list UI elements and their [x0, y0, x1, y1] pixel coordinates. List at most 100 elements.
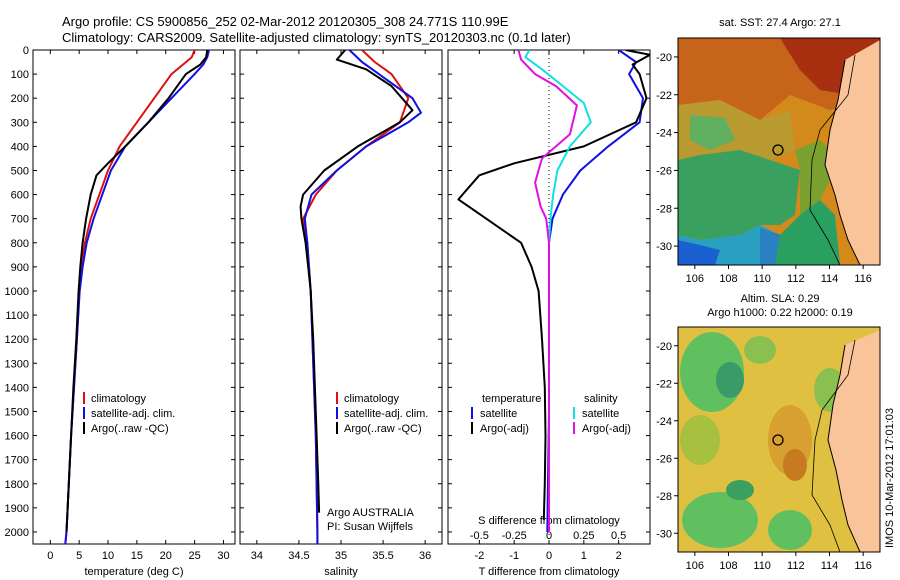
x-tick-label: 2: [616, 550, 622, 562]
map-y-tick-label: -26: [656, 453, 672, 465]
salinity-x-label: salinity: [324, 566, 358, 578]
x-tick-label: -1: [509, 550, 519, 562]
map-x-tick-label: 116: [854, 273, 872, 285]
depth-tick-label: 1000: [5, 286, 29, 298]
salinity-legend: climatology satellite-adj. clim. Argo(..…: [336, 392, 428, 435]
sla-map-ticks: -20 -22 -24 -26 -28 -30 106 108 110 112 114 116: [656, 341, 872, 572]
legend-satellite: satellite-adj. clim.: [344, 408, 428, 420]
argo-float-marker: [772, 434, 784, 446]
x-tick-label: 25: [188, 550, 200, 562]
legend-s-argo: Argo(-adj): [582, 423, 631, 435]
depth-axis: 0 100 200 300 400 500 600 700 800 900 1000 1100 1200…: [5, 45, 650, 539]
map-y-tick-label: -28: [656, 491, 672, 503]
s-diff-tick-label: 0: [546, 530, 552, 542]
depth-tick-label: 1400: [5, 382, 29, 394]
sst-map: [678, 38, 880, 265]
depth-tick-label: 1700: [5, 455, 29, 467]
depth-tick-label: 1600: [5, 431, 29, 443]
sla-map-subtitle: Argo h1000: 0.22 h2000: 0.19: [707, 307, 853, 319]
x-tick-label: 34.5: [288, 550, 309, 562]
depth-tick-label: 1300: [5, 358, 29, 370]
s-diff-tick-label: -0.5: [470, 530, 489, 542]
climatology-title: Climatology: CARS2009. Satellite-adjuste…: [62, 30, 571, 45]
legend-temperature-title: temperature: [482, 393, 541, 405]
argo-float-marker: [772, 144, 784, 156]
series-line-temperature-argo-adj-: [457, 50, 650, 520]
x-tick-label: 0: [546, 550, 552, 562]
temperature-lines: [64, 50, 210, 544]
depth-tick-label: 700: [11, 214, 29, 226]
t-difference-label: T difference from climatology: [479, 566, 620, 578]
depth-tick-label: 200: [11, 93, 29, 105]
legend-argo: Argo(..raw -QC): [91, 423, 169, 435]
x-tick-label: -2: [474, 550, 484, 562]
argo-program-note: Argo AUSTRALIA: [327, 507, 414, 519]
legend-argo: Argo(..raw -QC): [344, 423, 422, 435]
x-tick-label: 1: [581, 550, 587, 562]
depth-tick-label: 0: [23, 45, 29, 57]
x-tick-label: 0: [47, 550, 53, 562]
map-x-tick-label: 116: [854, 560, 872, 572]
salinity-lines: [299, 50, 422, 544]
map-x-tick-label: 112: [787, 560, 805, 572]
temperature-x-ticks: 0 5 10 15 20 25 30: [47, 50, 230, 562]
depth-tick-label: 600: [11, 190, 29, 202]
sla-map-title: Altim. SLA: 0.29: [741, 293, 820, 305]
map-x-tick-label: 108: [719, 273, 737, 285]
map-x-tick-label: 110: [753, 560, 771, 572]
series-line-argo-raw-qc-: [65, 50, 209, 533]
legend-salinity-title: salinity: [584, 393, 618, 405]
depth-tick-label: 2000: [5, 527, 29, 539]
depth-tick-label: 800: [11, 238, 29, 250]
pi-note: PI: Susan Wijffels: [327, 521, 413, 533]
depth-tick-label: 1900: [5, 503, 29, 515]
map-x-tick-label: 106: [686, 273, 704, 285]
s-diff-tick-label: -0.25: [502, 530, 527, 542]
x-tick-label: 35: [335, 550, 347, 562]
map-x-tick-label: 112: [787, 273, 805, 285]
x-tick-label: 10: [102, 550, 114, 562]
sst-map-title: sat. SST: 27.4 Argo: 27.1: [719, 17, 841, 29]
x-tick-label: 34: [251, 550, 263, 562]
temperature-x-label: temperature (deg C): [84, 566, 183, 578]
series-line-argo-raw-qc-: [299, 50, 414, 513]
x-tick-label: 15: [131, 550, 143, 562]
depth-tick-label: 1100: [5, 310, 29, 322]
depth-tick-label: 1500: [5, 406, 29, 418]
map-x-tick-label: 110: [753, 273, 771, 285]
map-x-tick-label: 114: [821, 560, 839, 572]
depth-tick-label: 1200: [5, 334, 29, 346]
depth-tick-label: 400: [11, 141, 29, 153]
map-y-tick-label: -20: [656, 52, 672, 64]
imos-timestamp: IMOS 10-Mar-2012 17:01:03: [884, 408, 896, 548]
depth-tick-label: 100: [11, 69, 29, 81]
difference-x-ticks: -2 -1 0 1 2 -0.5 -0.25 0 0.25 0.5: [470, 50, 626, 562]
legend-climatology: climatology: [91, 393, 147, 405]
map-y-tick-label: -24: [656, 416, 672, 428]
temperature-panel: [32, 49, 236, 545]
legend-satellite: satellite-adj. clim.: [91, 408, 175, 420]
temperature-legend: climatology satellite-adj. clim. Argo(..…: [83, 392, 175, 435]
map-y-tick-label: -28: [656, 203, 672, 215]
map-y-tick-label: -22: [656, 378, 672, 390]
s-diff-tick-label: 0.25: [573, 530, 594, 542]
depth-tick-label: 1800: [5, 479, 29, 491]
map-y-tick-label: -22: [656, 90, 672, 102]
x-tick-label: 35.5: [372, 550, 393, 562]
map-y-tick-label: -30: [656, 241, 672, 253]
map-y-tick-label: -20: [656, 341, 672, 353]
map-x-tick-label: 108: [719, 560, 737, 572]
map-y-tick-label: -26: [656, 165, 672, 177]
depth-tick-label: 300: [11, 117, 29, 129]
x-tick-label: 36: [419, 550, 431, 562]
legend-t-satellite: satellite: [480, 408, 517, 420]
difference-lines: [457, 50, 650, 533]
salinity-x-ticks: 34 34.5 35 35.5 36: [251, 50, 431, 562]
map-y-tick-label: -24: [656, 128, 672, 140]
sla-map: [678, 327, 880, 552]
legend-climatology: climatology: [344, 393, 400, 405]
profile-title: Argo profile: CS 5900856_252 02-Mar-2012…: [62, 14, 509, 29]
legend-s-satellite: satellite: [582, 408, 619, 420]
depth-tick-label: 900: [11, 262, 29, 274]
